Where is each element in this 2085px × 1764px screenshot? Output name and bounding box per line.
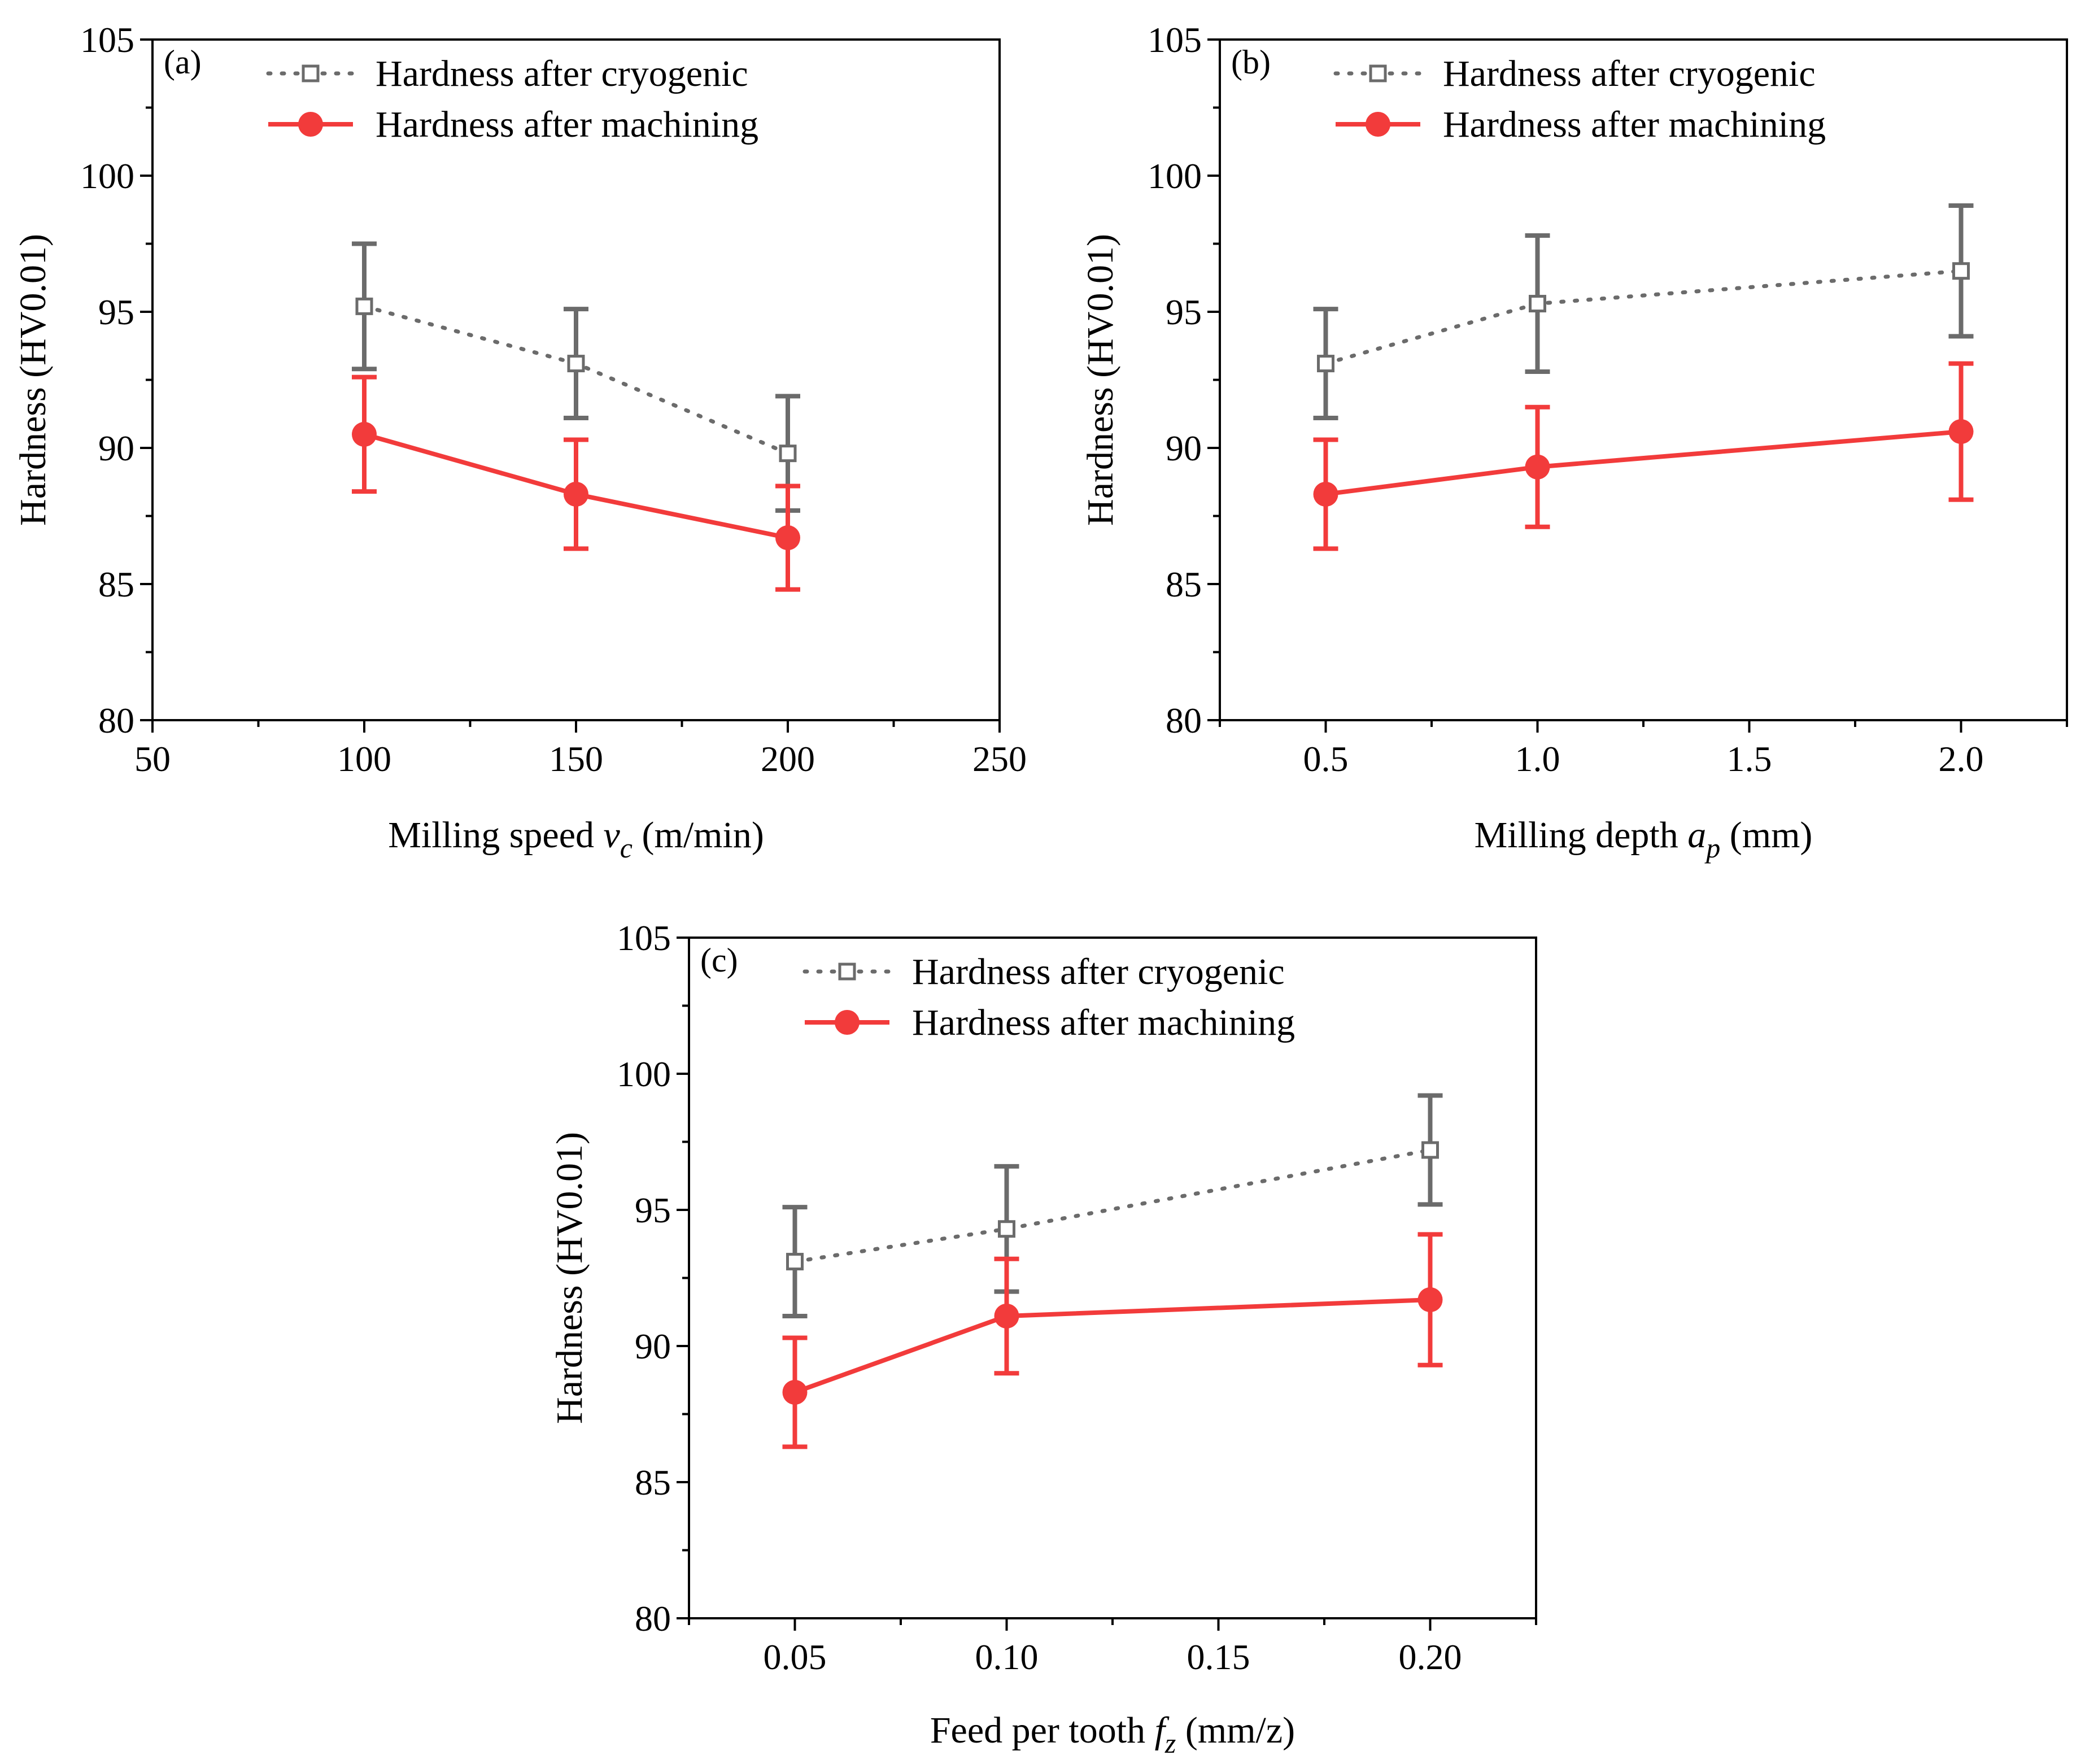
x-tick-label: 0.5 bbox=[1303, 739, 1349, 779]
legend-machining-marker bbox=[298, 112, 323, 137]
data-point-cryogenic bbox=[355, 297, 373, 315]
y-tick-label: 85 bbox=[1166, 564, 1202, 604]
x-axis-title: Milling speed vc (m/min) bbox=[388, 815, 764, 864]
y-tick-label: 95 bbox=[98, 292, 134, 332]
y-tick-label: 95 bbox=[1166, 292, 1202, 332]
legend-cryogenic-marker bbox=[1369, 64, 1387, 82]
legend-cryogenic-marker bbox=[302, 64, 320, 82]
x-axis-title-variable: a bbox=[1687, 815, 1706, 856]
y-tick-label: 80 bbox=[1166, 700, 1202, 741]
legend-machining-label: Hardness after machining bbox=[1443, 104, 1826, 145]
data-point-machining bbox=[1525, 454, 1550, 480]
x-axis-title-unit: (mm/z) bbox=[1176, 1710, 1295, 1751]
series-machining bbox=[782, 1232, 1443, 1449]
y-axis-title: Hardness (HV0.01) bbox=[1080, 234, 1121, 526]
legend-machining-label: Hardness after machining bbox=[376, 104, 758, 145]
x-axis-title-variable: v bbox=[604, 815, 621, 856]
series-line-cryogenic bbox=[1324, 269, 1963, 366]
y-tick-label: 105 bbox=[617, 918, 671, 958]
y-tick-label: 95 bbox=[635, 1190, 671, 1230]
x-tick-label: 1.0 bbox=[1515, 739, 1560, 779]
series-line-machining bbox=[794, 1297, 1430, 1395]
chart-panel-2: 80 85 90 95 100 105 0.5 1.0 1.5 2.0 (b) Hardness (H… bbox=[1080, 20, 2068, 864]
y-tick-label: 85 bbox=[98, 564, 134, 604]
x-tick-label: 200 bbox=[761, 739, 815, 779]
data-point-cryogenic bbox=[1317, 355, 1334, 373]
y-tick-label: 105 bbox=[1148, 20, 1202, 60]
data-point-cryogenic bbox=[1952, 262, 1970, 280]
data-point-machining bbox=[782, 1379, 808, 1405]
data-point-cryogenic bbox=[567, 355, 585, 373]
legend-machining-marker bbox=[1366, 112, 1390, 137]
y-tick-label: 100 bbox=[80, 156, 134, 196]
legend-machining-label: Hardness after machining bbox=[912, 1002, 1295, 1043]
x-axis-title-text: Feed per tooth bbox=[930, 1710, 1155, 1751]
x-axis-title-text: Milling speed bbox=[388, 815, 603, 856]
chart-panel-1: 80 85 90 95 100 105 50 100 150 200 250 (a) Hardness … bbox=[12, 20, 1027, 864]
legend-cryogenic-label: Hardness after cryogenic bbox=[1443, 53, 1816, 94]
chart-panel-3: 80 85 90 95 100 105 0.05 0.10 0.15 0.20 (c) Hardnes… bbox=[549, 918, 1537, 1759]
x-tick-label: 0.20 bbox=[1399, 1637, 1462, 1677]
data-point-machining bbox=[1948, 419, 1974, 445]
x-axis-title-text: Milling depth bbox=[1475, 815, 1688, 856]
x-tick-label: 2.0 bbox=[1939, 739, 1984, 779]
x-axis-title-unit: (mm) bbox=[1720, 815, 1812, 856]
series-cryogenic bbox=[1313, 203, 1974, 420]
x-tick-label: 150 bbox=[549, 739, 603, 779]
y-tick-label: 85 bbox=[635, 1462, 671, 1502]
y-axis-title: Hardness (HV0.01) bbox=[12, 234, 54, 526]
x-axis-title: Milling depth ap (mm) bbox=[1475, 815, 1813, 864]
data-point-cryogenic bbox=[1529, 295, 1546, 313]
x-axis-title-subscript: z bbox=[1164, 1727, 1176, 1759]
y-tick-label: 100 bbox=[1148, 156, 1202, 196]
series-line-cryogenic bbox=[793, 1148, 1432, 1264]
x-tick-label: 50 bbox=[134, 739, 171, 779]
data-point-machining bbox=[1417, 1287, 1443, 1313]
data-point-machining bbox=[564, 481, 588, 507]
panel-label: (c) bbox=[700, 942, 738, 979]
panel-label: (a) bbox=[164, 43, 202, 81]
series-machining bbox=[1313, 361, 1974, 551]
x-tick-label: 250 bbox=[972, 739, 1027, 779]
y-tick-label: 90 bbox=[98, 428, 134, 468]
x-tick-label: 0.10 bbox=[975, 1637, 1039, 1677]
y-tick-label: 80 bbox=[635, 1599, 671, 1639]
x-tick-label: 0.15 bbox=[1187, 1637, 1250, 1677]
x-tick-label: 1.5 bbox=[1727, 739, 1772, 779]
data-point-cryogenic bbox=[779, 445, 797, 463]
y-tick-label: 100 bbox=[617, 1054, 671, 1094]
series-machining bbox=[352, 374, 800, 592]
data-point-machining bbox=[1313, 481, 1338, 507]
y-tick-label: 90 bbox=[1166, 428, 1202, 468]
series-cryogenic bbox=[782, 1093, 1443, 1318]
y-tick-label: 105 bbox=[80, 20, 134, 60]
y-axis-title: Hardness (HV0.01) bbox=[549, 1132, 590, 1424]
x-axis-title-subscript: p bbox=[1704, 832, 1720, 864]
y-tick-label: 80 bbox=[98, 700, 134, 741]
panel-label: (b) bbox=[1231, 43, 1271, 81]
legend-cryogenic-label: Hardness after cryogenic bbox=[912, 951, 1285, 992]
data-point-cryogenic bbox=[998, 1220, 1015, 1238]
legend-cryogenic-label: Hardness after cryogenic bbox=[376, 53, 748, 94]
legend-machining-marker bbox=[835, 1010, 860, 1035]
data-point-machining bbox=[994, 1303, 1019, 1329]
x-axis-title-unit: (m/min) bbox=[633, 815, 764, 856]
data-point-machining bbox=[775, 525, 800, 551]
legend-cryogenic-marker bbox=[838, 962, 856, 981]
x-axis-title: Feed per tooth fz (mm/z) bbox=[930, 1710, 1295, 1759]
data-point-cryogenic bbox=[786, 1253, 804, 1271]
data-point-machining bbox=[352, 421, 377, 447]
x-tick-label: 100 bbox=[337, 739, 391, 779]
y-tick-label: 90 bbox=[635, 1326, 671, 1366]
x-axis-title-subscript: c bbox=[620, 832, 633, 864]
series-line-machining bbox=[1325, 429, 1961, 496]
data-point-cryogenic bbox=[1421, 1141, 1439, 1159]
x-tick-label: 0.05 bbox=[764, 1637, 827, 1677]
